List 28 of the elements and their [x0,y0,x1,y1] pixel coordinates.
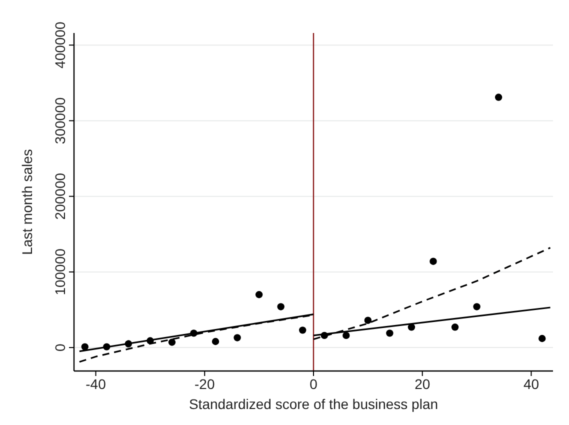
line-series [312,246,552,340]
point [255,291,263,298]
point [342,332,350,340]
point [81,343,88,350]
point [386,330,394,337]
point [168,338,176,346]
x-tick-label: -20 [194,376,215,392]
x-tick-label: 20 [414,376,430,392]
y-tick-label: 100000 [52,248,68,296]
point [430,258,437,265]
point [494,94,502,101]
point [451,324,459,331]
x-tick-label: 0 [310,376,318,392]
x-tick-label: -40 [86,376,106,392]
point [277,303,284,310]
point [364,316,372,324]
point [234,334,241,342]
y-axis-title: Last month sales [19,149,35,255]
point [473,303,480,310]
point [538,334,546,342]
y-tick-label: 300000 [52,97,68,144]
x-tick-label: 40 [523,376,540,392]
x-axis-title: Standardized score of the business plan [188,396,438,412]
y-tick-label: 400000 [52,22,68,68]
point [212,338,220,346]
y-tick-label: 200000 [52,172,68,220]
y-tick-label: 0 [52,343,68,352]
point [299,326,306,334]
